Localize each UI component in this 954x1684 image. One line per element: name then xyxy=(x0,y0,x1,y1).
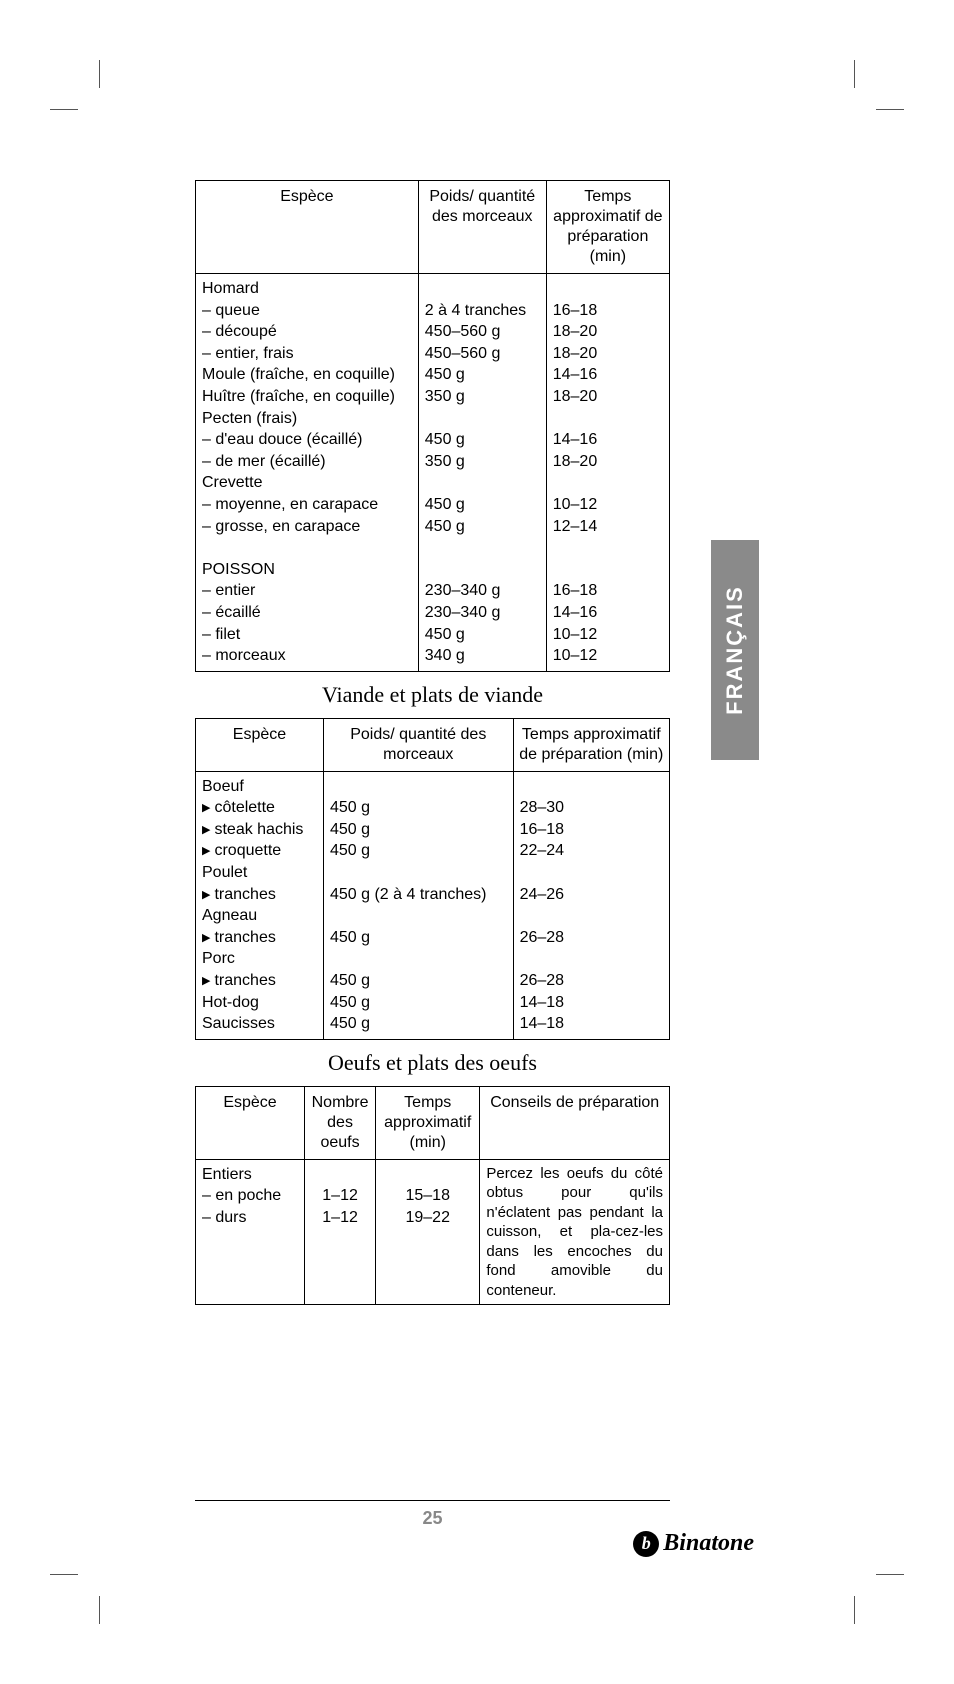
brand-name: Binatone xyxy=(663,1530,754,1557)
brand-logo-icon: b xyxy=(633,1531,659,1557)
crop-mark xyxy=(854,70,894,110)
seafood-table: EspècePoids/ quantité des morceauxTemps … xyxy=(195,180,670,672)
table-cell: Homard– queue– découpé– entier, fraisMou… xyxy=(196,274,419,672)
table-cell: 450 g450 g450 g 450 g (2 à 4 tranches) 4… xyxy=(323,771,513,1039)
meat-table: EspècePoids/ quantité des morceauxTemps … xyxy=(195,718,670,1040)
table-header: Temps approximatif de préparation (min) xyxy=(513,718,669,771)
page-body: EspècePoids/ quantité des morceauxTemps … xyxy=(195,180,670,1315)
table-cell: 28–3016–1822–24 24–26 26–28 26–2814–1814… xyxy=(513,771,669,1039)
language-tab: FRANÇAIS xyxy=(711,540,759,760)
table-header: Espèce xyxy=(196,181,419,274)
language-tab-label: FRANÇAIS xyxy=(722,585,748,715)
table-header: Espèce xyxy=(196,718,324,771)
crop-mark xyxy=(854,1574,894,1614)
section-title-meat: Viande et plats de viande xyxy=(195,682,670,708)
table-cell: Percez les oeufs du côté obtus pour qu'i… xyxy=(480,1159,670,1305)
table-cell: 16–1818–2018–2014–1618–20 14–1618–20 10–… xyxy=(546,274,669,672)
table-cell: 2 à 4 tranches450–560 g450–560 g450 g350… xyxy=(418,274,546,672)
table-header: Temps approximatif (min) xyxy=(376,1086,480,1159)
table-cell: 15–1819–22 xyxy=(376,1159,480,1305)
table-header: Poids/ quantité des morceaux xyxy=(418,181,546,274)
table-header: Nombre des oeufs xyxy=(305,1086,376,1159)
eggs-table: EspèceNombre des oeufsTemps approximatif… xyxy=(195,1086,670,1306)
crop-mark xyxy=(60,1574,100,1614)
section-title-eggs: Oeufs et plats des oeufs xyxy=(195,1050,670,1076)
table-header: Espèce xyxy=(196,1086,305,1159)
table-cell: Boeufcôtelettesteak hachiscroquettePoule… xyxy=(196,771,324,1039)
crop-mark xyxy=(60,70,100,110)
table-header: Poids/ quantité des morceaux xyxy=(323,718,513,771)
table-cell: Entiers– en poche– durs xyxy=(196,1159,305,1305)
table-cell: 1–121–12 xyxy=(305,1159,376,1305)
brand: b Binatone xyxy=(633,1530,754,1557)
page-number: 25 xyxy=(195,1508,670,1529)
table-header: Conseils de préparation xyxy=(480,1086,670,1159)
table-header: Temps approximatif de préparation (min) xyxy=(546,181,669,274)
footer-rule xyxy=(195,1500,670,1501)
